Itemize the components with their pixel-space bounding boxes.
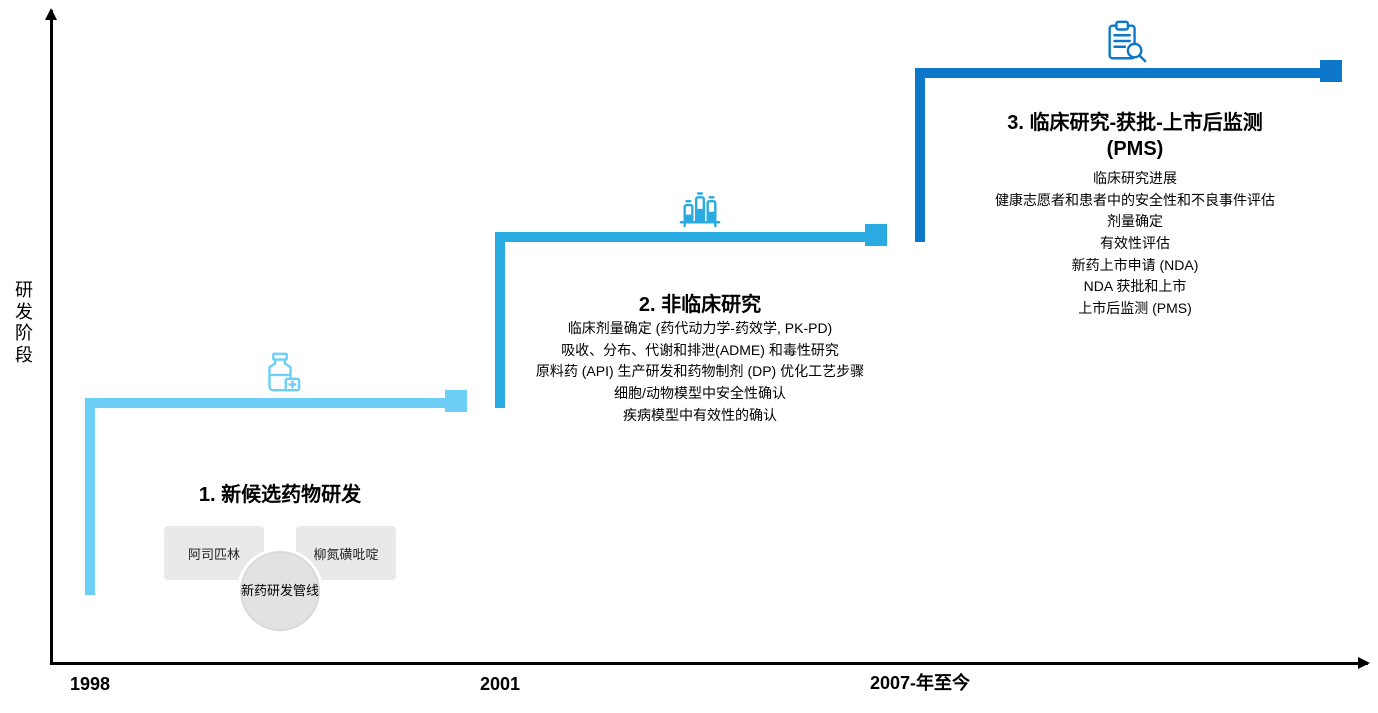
stage-3-body: 临床研究进展 健康志愿者和患者中的安全性和不良事件评估 剂量确定 有效性评估 新… xyxy=(995,168,1275,320)
stage-2-line-1: 吸收、分布、代谢和排泄(ADME) 和毒性研究 xyxy=(536,340,864,362)
step-2-riser xyxy=(495,232,505,408)
stage-2-title: 2. 非临床研究 xyxy=(639,288,761,317)
stage-2-line-0: 临床剂量确定 (药代动力学-药效学, PK-PD) xyxy=(536,318,864,340)
clipboard-search-icon xyxy=(1100,14,1150,64)
stage-3-line-6: 上市后监测 (PMS) xyxy=(995,298,1275,320)
stage-1-venn: 阿司匹林 柳氮磺吡啶 新药研发管线 xyxy=(160,508,400,648)
step-3-bar xyxy=(915,68,1340,78)
step-2-endcap xyxy=(865,224,887,246)
step-3-riser xyxy=(915,68,925,242)
stage-3-line-1: 健康志愿者和患者中的安全性和不良事件评估 xyxy=(995,190,1275,212)
step-1-endcap xyxy=(445,390,467,412)
stage-2-line-3: 细胞/动物模型中安全性确认 xyxy=(536,383,864,405)
x-tick-0: 1998 xyxy=(70,674,110,695)
flask-rack-icon xyxy=(675,178,725,228)
stage-2-line-2: 原料药 (API) 生产研发和药物制剂 (DP) 优化工艺步骤 xyxy=(536,361,864,383)
y-axis xyxy=(50,10,53,665)
stage-3-line-0: 临床研究进展 xyxy=(995,168,1275,190)
stage-1-title: 1. 新候选药物研发 xyxy=(199,478,361,507)
x-tick-2: 2007-年至今 xyxy=(870,669,970,695)
step-2-bar xyxy=(495,232,885,242)
x-axis xyxy=(50,662,1368,665)
venn-center-label: 新药研发管线 xyxy=(241,583,319,599)
stage-3-line-5: NDA 获批和上市 xyxy=(995,276,1275,298)
stage-3-line-3: 有效性评估 xyxy=(995,233,1275,255)
stage-3-title-l1: 3. 临床研究-获批-上市后监测 xyxy=(1007,112,1263,134)
stage-3-title: 3. 临床研究-获批-上市后监测 (PMS) xyxy=(1007,110,1263,162)
step-3-endcap xyxy=(1320,60,1342,82)
stage-3-line-4: 新药上市申请 (NDA) xyxy=(995,255,1275,277)
y-axis-label: 研发阶段 xyxy=(14,280,34,366)
venn-center: 新药研发管线 xyxy=(237,548,323,634)
x-tick-1: 2001 xyxy=(480,674,520,695)
stage-2-line-4: 疾病模型中有效性的确认 xyxy=(536,405,864,427)
stage-3-title-l2: (PMS) xyxy=(1107,138,1164,160)
drug-dev-step-chart: 研发阶段 1998 2001 2007-年至今 1. 新候选药物研发 阿司匹林 … xyxy=(0,0,1378,713)
step-1-bar xyxy=(85,398,465,408)
stage-2-body: 临床剂量确定 (药代动力学-药效学, PK-PD) 吸收、分布、代谢和排泄(AD… xyxy=(536,318,864,426)
stage-3-line-2: 剂量确定 xyxy=(995,211,1275,233)
bottle-icon xyxy=(255,346,305,396)
step-1-riser xyxy=(85,398,95,595)
